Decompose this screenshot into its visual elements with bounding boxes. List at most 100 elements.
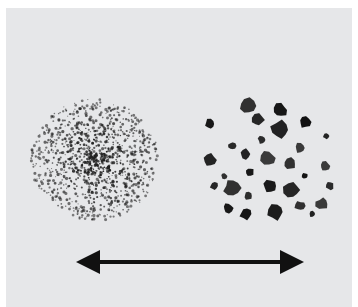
fine-particle xyxy=(71,168,73,170)
fine-particle xyxy=(147,192,149,194)
fine-particle xyxy=(89,108,91,110)
fine-particle xyxy=(109,206,110,207)
fine-particle xyxy=(118,155,120,157)
fine-particle xyxy=(66,110,68,112)
fine-particle xyxy=(104,196,107,199)
fine-particle xyxy=(58,158,61,161)
fine-particle xyxy=(139,165,142,168)
fine-particle xyxy=(87,146,89,148)
fine-particle xyxy=(139,202,140,203)
fine-particle xyxy=(116,161,118,163)
fine-particle xyxy=(83,147,86,150)
fine-particle xyxy=(31,151,34,154)
fine-particle xyxy=(52,192,54,194)
fine-particle xyxy=(100,132,102,134)
fine-particle xyxy=(66,144,68,146)
fine-particle xyxy=(149,179,150,180)
fine-particle xyxy=(59,198,62,201)
fine-particle xyxy=(141,177,142,178)
fine-particle xyxy=(143,191,145,193)
fine-particle xyxy=(136,161,139,164)
fine-particle xyxy=(61,151,64,154)
fine-particle xyxy=(78,208,79,209)
fine-particle xyxy=(104,147,106,149)
fine-particle xyxy=(109,157,111,159)
fine-particle xyxy=(70,206,71,207)
fine-particle xyxy=(60,168,63,171)
fine-particle xyxy=(68,121,70,123)
fine-particle xyxy=(151,169,152,170)
fine-particle xyxy=(92,108,95,111)
fine-particle xyxy=(100,177,101,178)
fine-particle xyxy=(68,137,71,140)
fine-particle xyxy=(142,141,145,144)
fine-particle xyxy=(81,140,84,143)
fine-particle xyxy=(92,212,93,213)
fine-particle xyxy=(60,173,61,174)
fine-particle xyxy=(44,172,46,174)
fine-particle xyxy=(135,147,136,148)
fine-particle xyxy=(71,145,73,147)
fine-particle xyxy=(69,198,71,200)
fine-particle xyxy=(91,142,94,145)
fine-particle xyxy=(117,142,119,144)
fine-particle xyxy=(59,181,62,184)
fine-particle xyxy=(38,140,40,142)
fine-particle xyxy=(80,173,82,175)
fine-particle xyxy=(45,159,48,162)
fine-particle xyxy=(54,139,55,140)
fine-particle xyxy=(112,161,115,164)
fine-particle xyxy=(129,176,130,177)
fine-particle xyxy=(83,124,86,127)
fine-particle xyxy=(57,161,59,163)
fine-particle xyxy=(70,162,71,163)
fine-particle xyxy=(88,138,90,140)
fine-particle xyxy=(80,121,83,124)
fine-particle xyxy=(118,173,120,175)
fine-particle xyxy=(72,163,74,165)
fine-particle xyxy=(46,142,48,144)
fine-particle xyxy=(72,214,75,217)
fine-particle xyxy=(102,117,104,119)
fine-particle xyxy=(98,182,100,184)
fine-particle xyxy=(120,163,122,165)
fine-particle xyxy=(84,163,86,165)
fine-particle xyxy=(80,166,83,169)
fine-particle xyxy=(116,153,118,155)
fine-particle xyxy=(103,144,104,145)
fine-particle xyxy=(109,189,111,191)
fine-particle xyxy=(138,120,141,123)
fine-particle xyxy=(113,144,115,146)
fine-particle xyxy=(73,131,75,133)
fine-particle xyxy=(106,178,107,179)
fine-particle xyxy=(63,175,64,176)
fine-particle xyxy=(98,98,101,101)
fine-particle xyxy=(81,124,83,126)
fine-particle xyxy=(32,166,34,168)
fine-particle xyxy=(144,140,145,141)
fine-particle xyxy=(82,193,84,195)
fine-particle xyxy=(120,150,122,152)
fine-particle xyxy=(91,215,92,216)
fine-particle xyxy=(140,154,142,156)
fine-particle xyxy=(75,206,77,208)
fine-particle xyxy=(88,177,90,179)
fine-particle xyxy=(107,171,109,173)
fine-particle xyxy=(100,189,101,190)
fine-particle xyxy=(96,178,99,181)
fine-particle xyxy=(112,122,115,125)
fine-particle xyxy=(47,168,49,170)
fine-particle xyxy=(130,199,132,201)
fine-particle xyxy=(145,161,148,164)
fine-particle xyxy=(74,103,75,104)
fine-particle xyxy=(137,182,140,185)
fine-particle xyxy=(63,106,64,107)
fine-particle xyxy=(118,114,121,117)
fine-particle xyxy=(102,186,105,189)
fine-particle xyxy=(133,136,134,137)
fine-particle xyxy=(61,130,64,133)
fine-particle xyxy=(108,107,110,109)
fine-particle xyxy=(43,132,46,135)
fine-particle xyxy=(38,153,41,156)
fine-particle xyxy=(54,182,57,185)
